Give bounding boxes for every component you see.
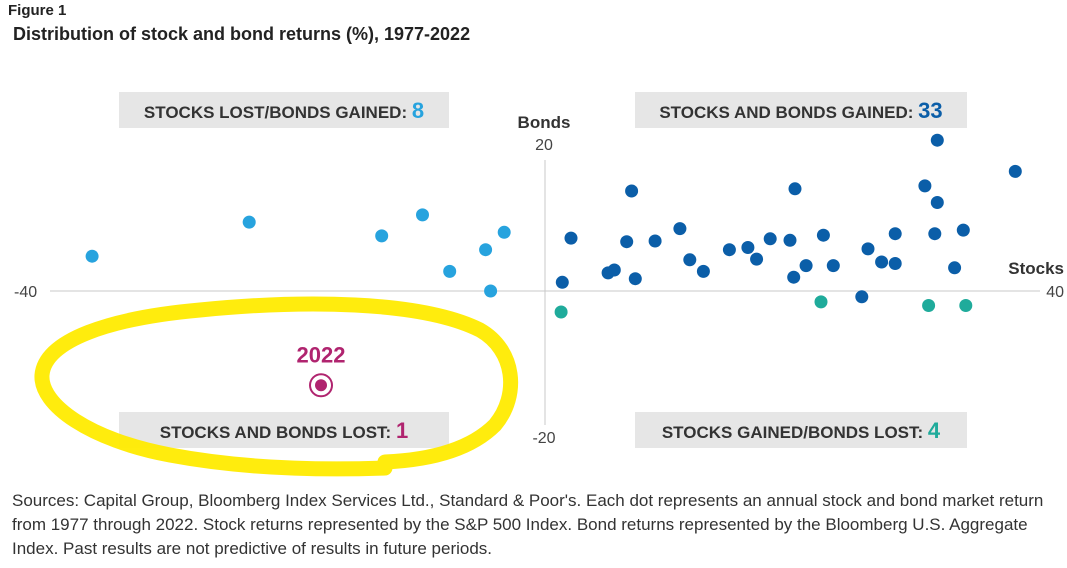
sources-note: Sources: Capital Group, Bloomberg Index … xyxy=(12,491,1044,558)
data-point-both-gained xyxy=(788,182,802,196)
svg-text:STOCKS AND BONDS GAINED:: STOCKS AND BONDS GAINED: 33 xyxy=(659,98,942,123)
chart-title: Distribution of stock and bond returns (… xyxy=(13,24,471,44)
quadrant-stocks-and-bonds-gained: STOCKS AND BONDS GAINED: 33 xyxy=(635,92,967,128)
quadrant-stocks-lost-bonds-gained: STOCKS LOST/BONDS GAINED: 8 xyxy=(119,92,449,128)
data-point-both-gained xyxy=(683,253,697,267)
data-point-both-gained xyxy=(875,255,889,269)
highlight-2022: 2022 xyxy=(297,342,346,398)
data-point-stocks-lost-bonds-gained xyxy=(479,243,493,257)
quadrant-count: 8 xyxy=(412,98,424,123)
data-point-stocks-lost-bonds-gained xyxy=(497,225,511,239)
data-point-both-gained xyxy=(930,133,944,147)
data-point-stocks-gained-bonds-lost xyxy=(922,299,936,312)
data-point-both-gained xyxy=(696,264,710,278)
data-point-both-gained xyxy=(930,196,944,209)
x-tick-right: 40 xyxy=(1046,284,1064,301)
quadrant-stocks-and-bonds-lost: STOCKS AND BONDS LOST: 1 xyxy=(119,412,449,448)
data-point-both-gained xyxy=(948,261,962,275)
svg-text:STOCKS LOST/BONDS GAINED:: STOCKS LOST/BONDS GAINED: 8 xyxy=(144,98,424,123)
quadrant-count: 33 xyxy=(918,98,942,123)
data-point-both-gained xyxy=(722,243,736,257)
data-point-both-gained xyxy=(763,232,777,246)
data-point-stocks-gained-bonds-lost xyxy=(959,299,973,312)
y-axis-label: Bonds xyxy=(518,113,571,132)
data-point-both-gained xyxy=(826,259,840,273)
data-point-both-gained xyxy=(816,228,830,242)
y-tick-bottom: -20 xyxy=(532,430,555,447)
quadrant-label: STOCKS AND BONDS GAINED: xyxy=(659,103,913,122)
data-point-both-gained xyxy=(918,179,932,193)
data-point-both-gained xyxy=(861,242,875,256)
data-point-stocks-lost-bonds-gained xyxy=(484,284,498,298)
scatter-chart: Bonds 20 -20 Stocks -40 40 STOCKS LOST/B… xyxy=(14,92,1064,477)
quadrant-label: STOCKS GAINED/BONDS LOST: xyxy=(662,423,923,442)
data-point-both-gained xyxy=(956,223,970,237)
data-point-both-gained xyxy=(555,275,569,289)
data-point-both-gained xyxy=(625,184,639,198)
highlight-label: 2022 xyxy=(297,342,346,367)
data-point-both-gained xyxy=(783,233,797,247)
quadrant-label: STOCKS AND BONDS LOST: xyxy=(160,423,391,442)
figure-label: Figure 1 xyxy=(8,2,67,19)
data-point-both-gained xyxy=(787,270,801,284)
svg-text:STOCKS GAINED/BONDS LOST:: STOCKS GAINED/BONDS LOST: 4 xyxy=(662,418,941,443)
data-point-both-gained xyxy=(648,234,662,248)
data-point-both-gained xyxy=(799,259,813,273)
data-point-stocks-lost-bonds-gained xyxy=(242,215,256,229)
data-point-stocks-lost-bonds-gained xyxy=(443,264,457,278)
highlighter-circle-annotation xyxy=(34,296,519,477)
data-point-stocks-lost-bonds-gained xyxy=(85,249,99,263)
data-point-stocks-gained-bonds-lost xyxy=(554,305,568,319)
quadrant-stocks-gained-bonds-lost: STOCKS GAINED/BONDS LOST: 4 xyxy=(635,412,967,448)
quadrant-label: STOCKS LOST/BONDS GAINED: xyxy=(144,103,407,122)
data-point-both-gained xyxy=(1008,164,1022,178)
data-point-stocks-gained-bonds-lost xyxy=(814,295,828,309)
y-tick-top: 20 xyxy=(535,137,553,154)
svg-text:STOCKS AND BONDS LOST: 1: STOCKS AND BONDS LOST: 1 xyxy=(160,418,408,443)
x-tick-left: -40 xyxy=(14,284,37,301)
data-point-both-gained xyxy=(888,257,902,270)
data-point-both-gained xyxy=(620,235,634,249)
highlight-dot xyxy=(315,379,328,392)
data-point-both-gained xyxy=(628,272,642,286)
x-axis-label: Stocks xyxy=(1008,259,1064,278)
data-point-both-gained xyxy=(564,231,578,245)
data-point-both-gained xyxy=(750,252,764,266)
quadrant-count: 1 xyxy=(396,418,408,443)
data-point-stocks-lost-bonds-gained xyxy=(416,208,429,222)
data-point-both-gained xyxy=(888,227,902,241)
data-points xyxy=(85,133,1022,319)
data-point-both-gained xyxy=(607,263,621,277)
data-point-both-gained xyxy=(928,227,942,241)
quadrant-count: 4 xyxy=(928,418,941,443)
data-point-both-gained xyxy=(741,241,755,254)
data-point-both-gained xyxy=(855,290,869,304)
data-point-stocks-lost-bonds-gained xyxy=(375,229,389,243)
data-point-both-gained xyxy=(673,222,687,236)
